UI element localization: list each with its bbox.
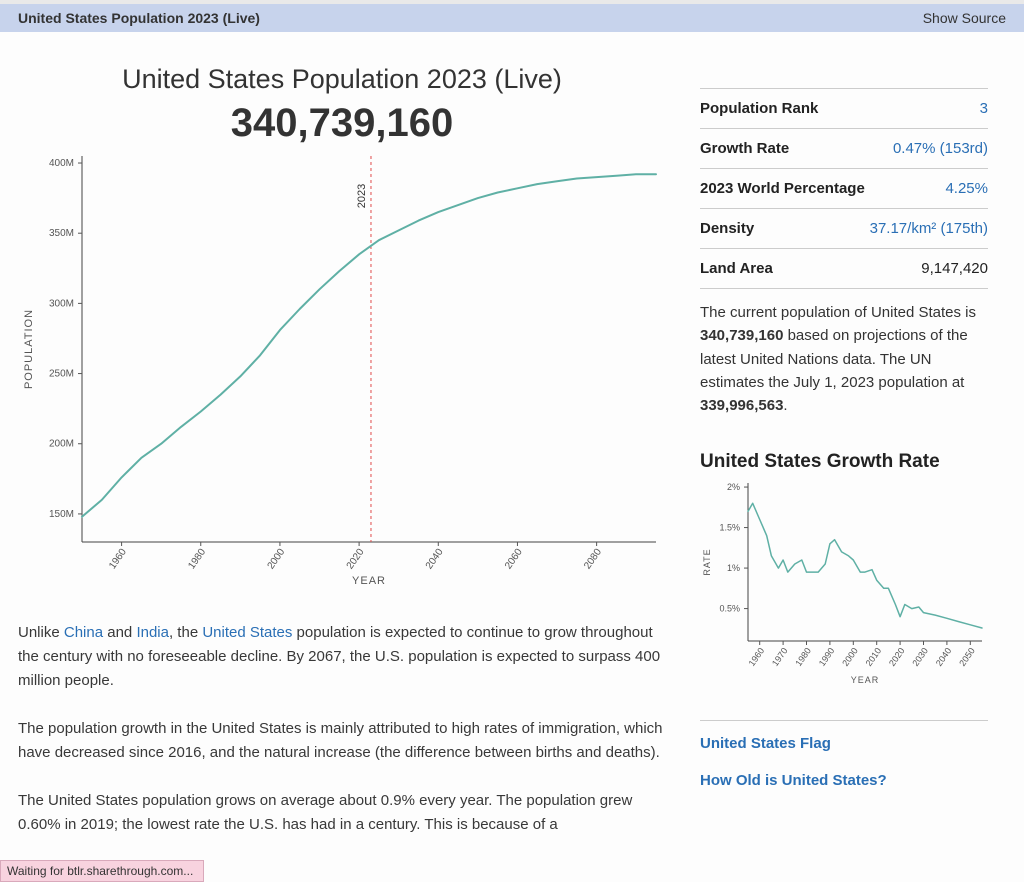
svg-text:2060: 2060 (503, 546, 525, 571)
show-source-link[interactable]: Show Source (923, 10, 1006, 26)
svg-text:2050: 2050 (957, 646, 977, 668)
text: and (103, 624, 136, 641)
stat-row: Density 37.17/km² (175th) (700, 208, 988, 248)
svg-text:2010: 2010 (864, 646, 884, 668)
svg-text:300M: 300M (49, 298, 74, 309)
population-chart: 150M 200M 250M 300M 350M 400M 1960 1980 2000 2020… (18, 148, 666, 593)
stat-label: Land Area (700, 260, 773, 277)
svg-text:200M: 200M (49, 439, 74, 450)
stat-label: 2023 World Percentage (700, 180, 865, 197)
svg-text:350M: 350M (49, 228, 74, 239)
topbar-title: United States Population 2023 (Live) (18, 10, 260, 26)
svg-text:250M: 250M (49, 369, 74, 380)
svg-text:2080: 2080 (582, 546, 604, 571)
population-estimate-bold: 339,996,563 (700, 397, 783, 414)
svg-text:400M: 400M (49, 158, 74, 169)
svg-text:2020: 2020 (887, 646, 907, 668)
stat-value[interactable]: 4.25% (945, 180, 988, 197)
text: . (783, 397, 787, 414)
growth-rate-chart: 0.5% 1% 1.5% 2% 1960197019801990200020102020… (700, 477, 988, 692)
svg-text:0.5%: 0.5% (719, 604, 740, 614)
paragraph-3: The United States population grows on av… (18, 789, 666, 837)
svg-text:1%: 1% (727, 563, 740, 573)
svg-text:2040: 2040 (934, 646, 954, 668)
side-links: United States Flag How Old is United Sta… (700, 720, 988, 789)
paragraph-2: The population growth in the United Stat… (18, 717, 666, 765)
svg-text:2000: 2000 (266, 546, 288, 571)
side-column: Population Rank 3 Growth Rate 0.47% (153rd)… (700, 46, 988, 837)
svg-text:2023: 2023 (356, 184, 368, 208)
text: , the (169, 624, 202, 641)
svg-text:2%: 2% (727, 482, 740, 492)
link-india[interactable]: India (136, 624, 169, 641)
svg-text:150M: 150M (49, 509, 74, 520)
link-us-flag[interactable]: United States Flag (700, 735, 988, 752)
svg-text:POPULATION: POPULATION (23, 309, 35, 389)
stat-value[interactable]: 3 (980, 100, 988, 117)
link-china[interactable]: China (64, 624, 103, 641)
chart-title: United States Population 2023 (Live) (18, 64, 666, 95)
svg-text:2000: 2000 (840, 646, 860, 668)
stat-label: Density (700, 220, 754, 237)
stat-label: Population Rank (700, 100, 818, 117)
svg-text:RATE: RATE (702, 549, 712, 576)
stat-row: Growth Rate 0.47% (153rd) (700, 128, 988, 168)
svg-text:1970: 1970 (770, 646, 790, 668)
svg-text:1990: 1990 (817, 646, 837, 668)
svg-text:2020: 2020 (345, 546, 367, 571)
side-summary: The current population of United States … (700, 301, 988, 417)
svg-text:1960: 1960 (747, 646, 767, 668)
stat-value[interactable]: 37.17/km² (175th) (870, 220, 988, 237)
paragraph-1: Unlike China and India, the United State… (18, 621, 666, 693)
stat-row: Population Rank 3 (700, 88, 988, 128)
stats-table: Population Rank 3 Growth Rate 0.47% (153rd)… (700, 88, 988, 289)
stat-value: 9,147,420 (921, 260, 988, 277)
growth-rate-heading: United States Growth Rate (700, 451, 988, 473)
text: Unlike (18, 624, 64, 641)
svg-text:YEAR: YEAR (851, 675, 880, 685)
link-united-states[interactable]: United States (202, 624, 292, 641)
browser-status-bar: Waiting for btlr.sharethrough.com... (0, 860, 204, 882)
svg-text:1980: 1980 (793, 646, 813, 668)
link-us-age[interactable]: How Old is United States? (700, 772, 988, 789)
main-column: United States Population 2023 (Live) 340… (18, 46, 666, 837)
text: The current population of United States … (700, 304, 976, 321)
stat-row: 2023 World Percentage 4.25% (700, 168, 988, 208)
stat-label: Growth Rate (700, 140, 789, 157)
population-bold: 340,739,160 (700, 327, 783, 344)
svg-text:2040: 2040 (424, 546, 446, 571)
stat-value[interactable]: 0.47% (153rd) (893, 140, 988, 157)
svg-text:YEAR: YEAR (352, 575, 386, 587)
stat-row: Land Area 9,147,420 (700, 248, 988, 289)
svg-text:1980: 1980 (186, 546, 208, 571)
svg-text:1960: 1960 (107, 546, 129, 571)
population-counter: 340,739,160 (18, 101, 666, 146)
svg-text:1.5%: 1.5% (719, 523, 740, 533)
topbar: United States Population 2023 (Live) Sho… (0, 0, 1024, 32)
svg-text:2030: 2030 (910, 646, 930, 668)
